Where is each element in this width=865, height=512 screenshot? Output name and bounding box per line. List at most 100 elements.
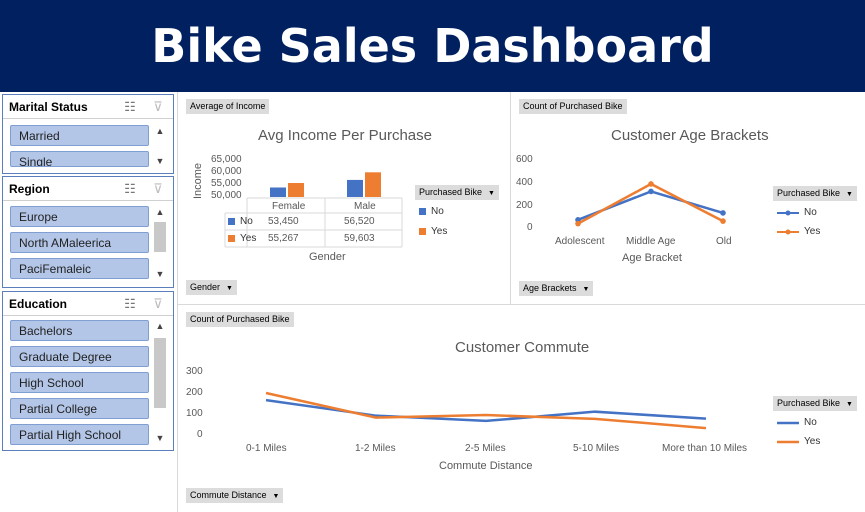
- commute-x-tick: 0-1 Miles: [246, 443, 287, 454]
- slicer-title: Region: [9, 181, 50, 196]
- filter-label: Commute Distance: [190, 490, 267, 500]
- dropdown-arrow-icon: ▼: [582, 286, 590, 293]
- income-y-tick: 60,000: [211, 166, 242, 177]
- legend-swatch-no: [228, 218, 235, 225]
- bar-yes-male[interactable]: [365, 172, 381, 197]
- slicer-title: Education: [9, 296, 68, 311]
- age-field-button[interactable]: Count of Purchased Bike: [519, 99, 627, 114]
- slicer-header: Education ☷ ⊽: [3, 292, 173, 316]
- panel-divider: [177, 92, 178, 512]
- table-cell: 53,450: [268, 216, 299, 227]
- clear-filter-icon[interactable]: ⊽: [153, 180, 163, 196]
- bar-no-female[interactable]: [270, 187, 286, 197]
- age-chart-title: Customer Age Brackets: [611, 127, 769, 144]
- age-line-yes[interactable]: [577, 182, 724, 225]
- commute-x-tick: 5-10 Miles: [573, 443, 620, 454]
- bar-yes-female[interactable]: [288, 183, 304, 197]
- slicer-education[interactable]: Education ☷ ⊽ Bachelors Graduate Degree …: [2, 291, 174, 451]
- table-cell: 55,267: [268, 233, 299, 244]
- commute-legend-yes: Yes: [777, 436, 820, 447]
- age-line-no[interactable]: [577, 190, 724, 221]
- slicer-region[interactable]: Region ☷ ⊽ Europe North AMaleerica PaciF…: [2, 176, 174, 288]
- legend-line-no: [777, 210, 799, 215]
- age-legend-yes: Yes: [777, 226, 820, 237]
- age-point-yes[interactable]: [720, 218, 726, 224]
- panel-divider: [178, 304, 865, 305]
- slicer-scrollbar[interactable]: ▲ ▼: [152, 125, 168, 167]
- commute-field-button[interactable]: Count of Purchased Bike: [186, 312, 294, 327]
- scroll-up-icon[interactable]: ▲: [155, 207, 165, 217]
- commute-distance-filter-button[interactable]: Commute Distance ▼: [186, 488, 284, 503]
- age-y-tick: 600: [516, 154, 533, 165]
- scroll-thumb[interactable]: [154, 222, 166, 252]
- commute-line-yes[interactable]: [265, 391, 707, 430]
- income-table-col-female: Female: [272, 201, 306, 212]
- income-legend-yes: Yes: [419, 226, 447, 237]
- income-y-tick: 65,000: [211, 154, 242, 165]
- bar-no-male[interactable]: [347, 179, 363, 197]
- commute-legend-button[interactable]: Purchased Bike ▼: [773, 396, 857, 411]
- dropdown-arrow-icon: ▼: [846, 401, 853, 408]
- slicer-item-north-america[interactable]: North AMaleerica: [10, 232, 149, 253]
- dropdown-arrow-icon: ▼: [846, 191, 853, 198]
- slicer-item-europe[interactable]: Europe: [10, 206, 149, 227]
- commute-chart-title: Customer Commute: [455, 339, 590, 356]
- age-legend-button[interactable]: Purchased Bike ▼: [773, 186, 857, 201]
- slicer-item-single[interactable]: Single: [10, 151, 149, 167]
- slicer-marital-status[interactable]: Marital Status ☷ ⊽ Married Single ▲ ▼: [2, 94, 174, 174]
- age-x-axis-label: Age Bracket: [622, 252, 682, 264]
- age-brackets-filter-button[interactable]: Age Brackets ▼: [519, 281, 594, 296]
- age-point-yes[interactable]: [575, 220, 581, 227]
- clear-filter-icon[interactable]: ⊽: [153, 98, 163, 114]
- slicer-item-partial-college[interactable]: Partial College: [10, 398, 149, 419]
- age-x-tick: Old: [716, 236, 732, 247]
- slicer-scrollbar[interactable]: ▲ ▼: [152, 320, 168, 444]
- income-y-tick: 50,000: [211, 190, 242, 201]
- income-x-axis-label: Gender: [309, 251, 346, 263]
- commute-x-tick: More than 10 Miles: [662, 443, 748, 454]
- scroll-up-icon[interactable]: ▲: [155, 126, 165, 136]
- legend-title: Purchased Bike: [777, 398, 841, 408]
- age-legend-no: No: [777, 207, 817, 218]
- income-legend-button[interactable]: Purchased Bike ▼: [415, 185, 499, 200]
- commute-legend-no: No: [777, 417, 817, 428]
- multi-select-icon[interactable]: ☷: [124, 180, 136, 196]
- age-point-yes[interactable]: [648, 181, 654, 187]
- legend-line-yes: [777, 440, 799, 443]
- legend-label: Yes: [431, 226, 448, 237]
- age-point-no[interactable]: [720, 210, 726, 216]
- filter-label: Gender: [190, 282, 221, 292]
- scroll-down-icon[interactable]: ▼: [155, 269, 165, 279]
- slicer-item-married[interactable]: Married: [10, 125, 149, 146]
- multi-select-icon[interactable]: ☷: [124, 295, 136, 311]
- clear-filter-icon[interactable]: ⊽: [153, 295, 163, 311]
- scroll-up-icon[interactable]: ▲: [155, 321, 165, 331]
- income-field-button[interactable]: Average of Income: [186, 99, 270, 114]
- gender-filter-button[interactable]: Gender ▼: [186, 280, 237, 295]
- slicer-item-pacific[interactable]: PaciFemaleic: [10, 258, 149, 279]
- slicer-item-bachelors[interactable]: Bachelors: [10, 320, 149, 341]
- age-y-tick: 0: [527, 222, 533, 233]
- age-point-no[interactable]: [648, 188, 654, 195]
- slicer-header: Region ☷ ⊽: [3, 177, 173, 201]
- income-y-axis-label: Income: [192, 162, 205, 200]
- income-chart-title: Avg Income Per Purchase: [258, 127, 432, 144]
- commute-x-tick: 1-2 Miles: [355, 443, 396, 454]
- legend-title: Purchased Bike: [419, 187, 483, 197]
- dropdown-arrow-icon: ▼: [272, 493, 280, 500]
- slicer-item-graduate-degree[interactable]: Graduate Degree: [10, 346, 149, 367]
- slicer-scrollbar[interactable]: ▲ ▼: [152, 206, 168, 280]
- commute-x-tick: 2-5 Miles: [465, 443, 506, 454]
- scroll-down-icon[interactable]: ▼: [155, 156, 165, 166]
- slicer-item-partial-high-school[interactable]: Partial High School: [10, 424, 149, 445]
- scroll-down-icon[interactable]: ▼: [155, 433, 165, 443]
- slicer-item-high-school[interactable]: High School: [10, 372, 149, 393]
- scroll-thumb[interactable]: [154, 338, 166, 408]
- multi-select-icon[interactable]: ☷: [124, 98, 136, 114]
- dropdown-arrow-icon: ▼: [488, 190, 495, 197]
- age-y-tick: 400: [516, 177, 533, 188]
- commute-line-no[interactable]: [265, 398, 707, 423]
- panel-divider: [510, 92, 511, 304]
- commute-y-tick: 300: [186, 366, 203, 377]
- age-point-no[interactable]: [575, 217, 581, 223]
